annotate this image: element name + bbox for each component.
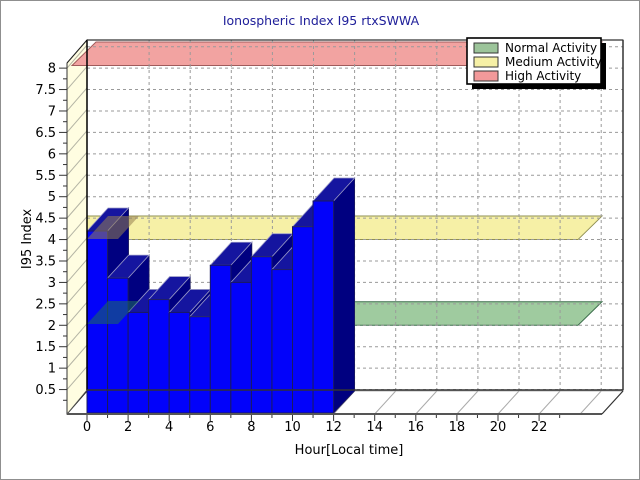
plot-area: 0.5 1 1.5 2 2.5 3 3.5 4 4.5 5 5.5 6 6.5 7 7.5 8 0 2 4 6 8 10 1…: [35, 38, 624, 435]
y-tick-label: 6: [48, 147, 56, 162]
wall-hatch-line: [66, 44, 88, 69]
y-tick-label: 5.5: [35, 169, 56, 184]
wall-hatch-line: [66, 323, 88, 348]
wall-hatch-line: [66, 237, 88, 262]
wall-hatch-line: [66, 109, 88, 133]
x-tick-label: 12: [325, 420, 342, 435]
y-tick-label: 8: [48, 62, 56, 77]
x-tick-label: 0: [83, 420, 91, 435]
legend-item-label: Medium Activity: [505, 55, 602, 69]
bar: [209, 264, 232, 414]
y-axis-title: I95 Index: [20, 209, 35, 270]
y-tick-label: 1.5: [35, 340, 56, 355]
bar: [107, 277, 129, 414]
y-tick-label: 5: [48, 190, 56, 205]
floor-hatch-line: [456, 390, 479, 415]
x-tick-label: 18: [449, 420, 466, 435]
legend-swatch: [473, 42, 499, 54]
wall-hatch-line: [66, 280, 88, 305]
bar: [230, 281, 252, 414]
wall-hatch-line: [66, 344, 88, 369]
wall-hatch-line: [66, 216, 88, 240]
normal-band-cap-overlay: [87, 301, 139, 324]
y-tick-label: 4: [48, 233, 56, 248]
x-tick-label: 20: [490, 420, 507, 435]
bar-side-face: [333, 176, 356, 414]
wall-hatch-line: [66, 173, 88, 198]
bar: [312, 200, 335, 414]
y-tick-label: 2.5: [35, 297, 56, 312]
wall-hatch-line: [66, 66, 88, 90]
x-tick-label: 16: [408, 420, 425, 435]
y-tick-label: 0.5: [35, 383, 56, 398]
floor-hatch-line: [374, 390, 397, 415]
chart-title: Ionospheric Index I95 rtxSWWA: [223, 13, 420, 28]
left-wall: [66, 38, 88, 416]
y-tick-label: 2: [48, 319, 56, 334]
x-tick-label: 6: [206, 420, 214, 435]
x-tick-label: 22: [531, 420, 548, 435]
y-tick-label: 4.5: [35, 212, 56, 227]
floor-hatch-line: [538, 390, 561, 415]
y-tick-label: 1: [48, 362, 56, 377]
floor-hatch-line: [415, 390, 438, 415]
wall-hatch-line: [66, 194, 88, 219]
y-tick-label: 3: [48, 276, 56, 291]
wall-top-edge: [66, 39, 88, 64]
legend-swatch: [473, 56, 499, 68]
x-tick-label: 2: [124, 420, 132, 435]
legend-swatch: [473, 70, 499, 82]
wall-hatch-line: [66, 301, 88, 326]
bar: [148, 299, 170, 414]
floor-hatch-line: [579, 390, 602, 415]
wall-hatch-line: [66, 130, 88, 155]
y-tick-label: 7.5: [35, 83, 56, 98]
wall-hatch-line: [66, 366, 88, 390]
x-tick-label: 4: [165, 420, 173, 435]
bar: [292, 226, 314, 414]
x-axis-title: Hour[Local time]: [295, 443, 404, 458]
bar: [189, 316, 211, 414]
y-tick-label: 6.5: [35, 126, 56, 141]
x-tick-label: 14: [366, 420, 383, 435]
wall-hatch-line: [66, 151, 88, 176]
bar: [271, 269, 294, 414]
y-tick-label: 3.5: [35, 254, 56, 269]
y-tick-label: 7: [48, 104, 56, 119]
bar: [127, 311, 150, 414]
x-tick-label: 10: [284, 420, 301, 435]
x-tick-label: 8: [247, 420, 255, 435]
bar: [168, 311, 191, 414]
wall-hatch-line: [66, 259, 88, 283]
legend-item-label: High Activity: [505, 69, 581, 83]
floor-right-corner-edge: [601, 390, 624, 415]
wall-hatch-line: [66, 87, 88, 112]
floor-hatch-line: [497, 390, 520, 415]
medium-band-cap-overlay: [87, 216, 139, 239]
legend-item-label: Normal Activity: [505, 41, 597, 55]
